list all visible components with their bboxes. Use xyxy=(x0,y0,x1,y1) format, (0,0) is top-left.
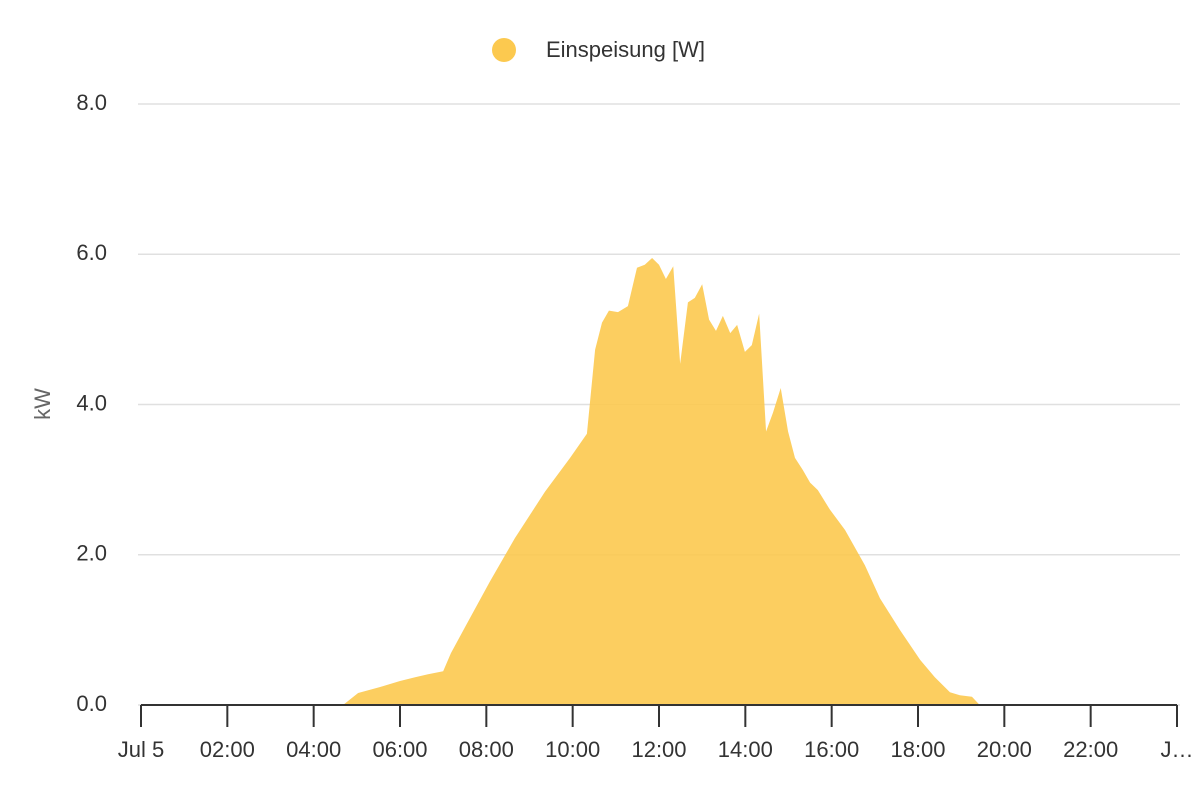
y-tick-label: 8.0 xyxy=(76,90,107,115)
y-tick-label: 4.0 xyxy=(76,390,107,415)
y-tick-label: 2.0 xyxy=(76,541,107,566)
y-axis-label: kW xyxy=(30,388,55,420)
x-tick-label: Jul 5 xyxy=(118,737,164,762)
x-tick-label: 04:00 xyxy=(286,737,341,762)
x-tick-label: J… xyxy=(1161,737,1194,762)
legend-marker xyxy=(492,38,516,62)
x-tick-label: 12:00 xyxy=(631,737,686,762)
y-tick-label: 6.0 xyxy=(76,240,107,265)
x-tick-label: 16:00 xyxy=(804,737,859,762)
x-tick-label: 20:00 xyxy=(977,737,1032,762)
x-tick-label: 02:00 xyxy=(200,737,255,762)
x-tick-label: 10:00 xyxy=(545,737,600,762)
x-tick-label: 22:00 xyxy=(1063,737,1118,762)
x-tick-label: 14:00 xyxy=(718,737,773,762)
x-tick-label: 18:00 xyxy=(890,737,945,762)
x-tick-label: 08:00 xyxy=(459,737,514,762)
y-tick-label: 0.0 xyxy=(76,691,107,716)
x-tick-label: 06:00 xyxy=(372,737,427,762)
legend-label: Einspeisung [W] xyxy=(546,37,705,62)
area xyxy=(141,258,1177,705)
